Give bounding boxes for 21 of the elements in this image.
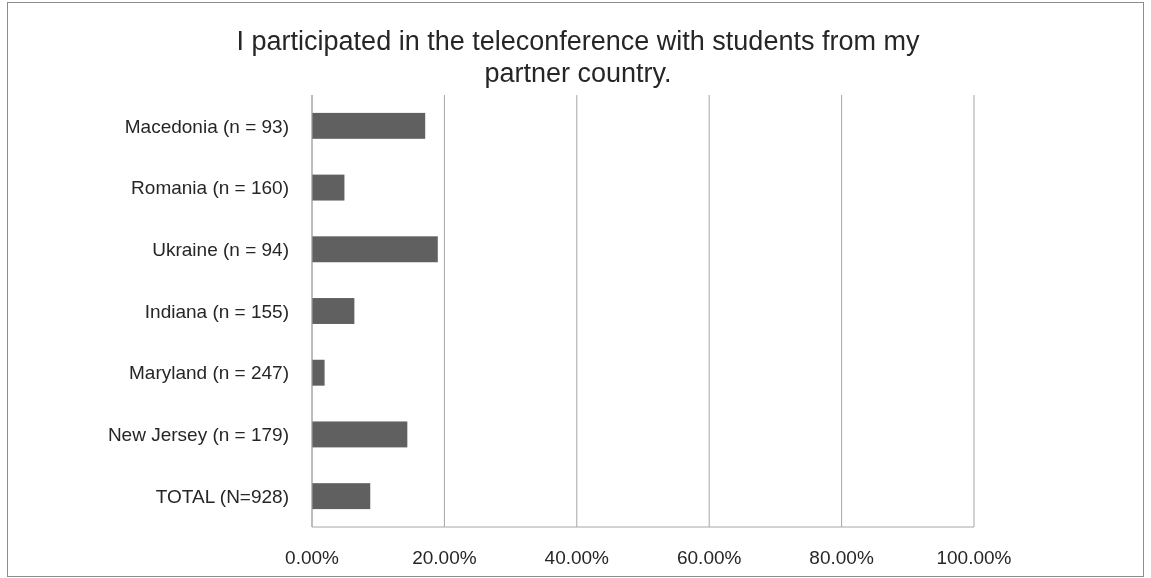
y-tick-label: New Jersey (n = 179) [107,424,289,446]
bar [312,112,426,139]
bar [312,174,345,201]
bar [312,483,371,510]
y-tick-label: Macedonia (n = 93) [124,115,289,137]
x-tick-label: 80.00% [809,546,874,568]
y-tick-label: Indiana (n = 155) [144,300,289,322]
x-tick-label: 60.00% [676,546,742,568]
bar [312,298,355,324]
y-tick-label: Romania (n = 160) [131,177,289,199]
bar [312,421,408,448]
y-tick-label: Maryland (n = 247) [129,362,289,384]
x-tick-label: 40.00% [544,546,610,568]
bar [312,236,438,263]
y-tick-label: Ukraine (n = 94) [152,238,289,260]
x-tick-label: 20.00% [412,546,477,568]
chart-title: I participated in the teleconference with students from my partner country. [236,26,920,88]
bar [312,359,325,386]
y-tick-label: TOTAL (N=928) [155,485,289,507]
x-tick-label: 100.00% [936,546,1012,568]
x-tick-label: 0.00% [285,546,340,568]
